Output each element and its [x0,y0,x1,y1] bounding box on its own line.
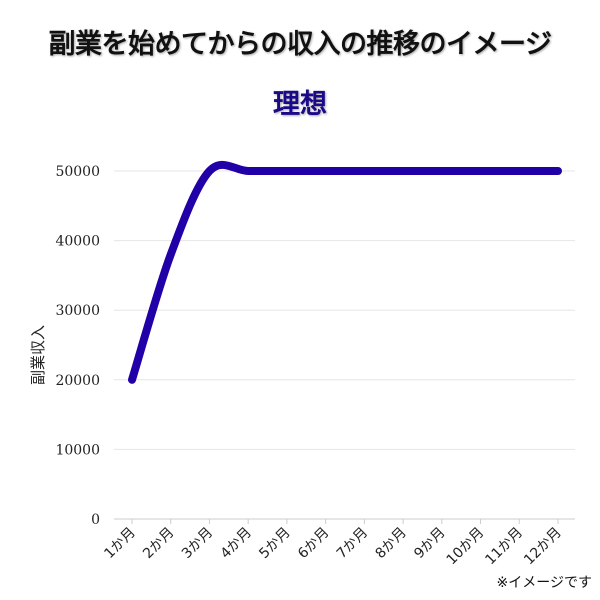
x-tick-label: 2か月 [140,525,177,562]
series-line [128,160,562,384]
y-tick-label: 30000 [55,303,100,319]
x-tick-label: 8か月 [372,525,409,562]
y-axis-ticks: 0 10000 20000 30000 40000 50000 [55,164,100,528]
y-axis-label: 副業収入 [29,325,47,385]
x-tick-label: 10か月 [444,525,488,569]
x-tick-label: 12か月 [521,525,565,569]
x-tick-label: 7か月 [334,525,371,562]
chart-title: 副業を始めてからの収入の推移のイメージ [48,29,552,60]
disclaimer-note: ※イメージです [496,575,592,591]
x-tick-label: 4か月 [218,525,255,562]
x-tick-label: 3か月 [179,525,216,562]
y-tick-label: 40000 [55,234,100,250]
x-tick-label: 1か月 [101,525,138,562]
x-tick-label: 6か月 [295,525,332,562]
y-tick-label: 50000 [55,164,100,180]
x-tick-label: 5か月 [256,525,293,562]
series-layer [128,160,562,384]
y-tick-label: 20000 [55,373,100,389]
y-tick-label: 0 [91,512,100,528]
y-tick-label: 10000 [55,442,100,458]
chart-subtitle: 理想 [273,89,327,120]
x-tick-label: 11か月 [482,525,526,569]
